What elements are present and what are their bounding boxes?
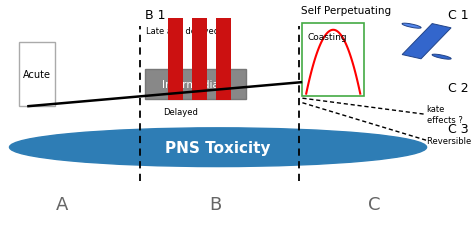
Text: kate
effects ?: kate effects ? (427, 105, 463, 124)
Ellipse shape (402, 24, 421, 29)
Text: Reversible ?: Reversible ? (427, 136, 474, 145)
Text: Coasting: Coasting (307, 33, 347, 42)
Text: Acute: Acute (23, 70, 51, 80)
Text: Intermediate: Intermediate (162, 80, 229, 89)
Bar (302, 24, 364, 96)
Text: PNS Toxicity: PNS Toxicity (165, 140, 271, 155)
Text: C 2: C 2 (448, 82, 469, 95)
Bar (192, 19, 207, 101)
Text: B 2: B 2 (145, 75, 165, 88)
Bar (145, 69, 246, 100)
Polygon shape (402, 25, 451, 59)
Text: C 1: C 1 (448, 9, 469, 22)
Text: B: B (210, 195, 222, 213)
Text: Delayed: Delayed (164, 108, 199, 117)
Ellipse shape (432, 55, 451, 60)
Text: C: C (368, 195, 381, 213)
Text: A: A (55, 195, 68, 213)
Text: B 1: B 1 (145, 9, 165, 22)
Text: Late and delayed: Late and delayed (146, 27, 219, 36)
Bar (168, 19, 183, 101)
Text: C 3: C 3 (448, 123, 469, 136)
Text: Self Perpetuating: Self Perpetuating (301, 6, 391, 16)
Ellipse shape (9, 128, 427, 167)
Bar (19, 43, 55, 107)
Bar (216, 19, 231, 101)
